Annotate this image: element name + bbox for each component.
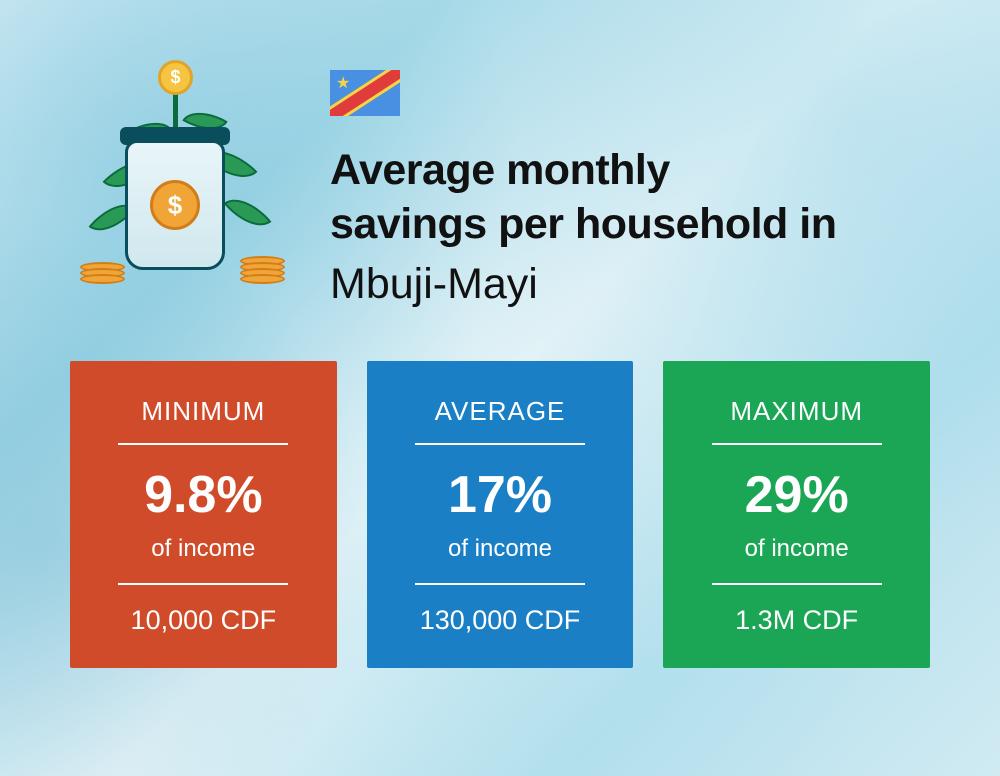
flag-star-icon: ★ xyxy=(336,73,350,93)
card-amount: 130,000 CDF xyxy=(387,605,614,636)
card-amount: 10,000 CDF xyxy=(90,605,317,636)
title-location: Mbuji-Mayi xyxy=(330,258,930,312)
divider xyxy=(415,443,585,445)
coin-icon: $ xyxy=(158,60,193,95)
card-average: AVERAGE 17% of income 130,000 CDF xyxy=(367,361,634,668)
title-line-1: Average monthly xyxy=(330,144,930,198)
card-maximum: MAXIMUM 29% of income 1.3M CDF xyxy=(663,361,930,668)
divider xyxy=(118,443,288,445)
divider xyxy=(712,583,882,585)
coin-icon: $ xyxy=(150,180,200,230)
card-minimum: MINIMUM 9.8% of income 10,000 CDF xyxy=(70,361,337,668)
title-line-2: savings per household in xyxy=(330,198,930,252)
stat-cards-row: MINIMUM 9.8% of income 10,000 CDF AVERAG… xyxy=(70,361,930,668)
card-percent: 17% xyxy=(387,465,614,525)
card-subtext: of income xyxy=(683,535,910,563)
header-row: $ $ ★ Average monthly savings per househ… xyxy=(70,60,930,311)
card-label: MAXIMUM xyxy=(683,396,910,427)
card-label: AVERAGE xyxy=(387,396,614,427)
divider xyxy=(712,443,882,445)
card-percent: 9.8% xyxy=(90,465,317,525)
card-label: MINIMUM xyxy=(90,396,317,427)
title-block: ★ Average monthly savings per household … xyxy=(330,60,930,311)
leaf-icon xyxy=(223,187,271,238)
drc-flag-icon: ★ xyxy=(330,70,400,116)
savings-jar-illustration: $ $ xyxy=(70,60,290,300)
card-percent: 29% xyxy=(683,465,910,525)
card-subtext: of income xyxy=(90,535,317,563)
divider xyxy=(118,583,288,585)
card-subtext: of income xyxy=(387,535,614,563)
coin-stack-icon xyxy=(240,256,285,280)
coin-stack-icon xyxy=(80,262,125,280)
card-amount: 1.3M CDF xyxy=(683,605,910,636)
divider xyxy=(415,583,585,585)
infographic-content: $ $ ★ Average monthly savings per househ… xyxy=(0,0,1000,776)
